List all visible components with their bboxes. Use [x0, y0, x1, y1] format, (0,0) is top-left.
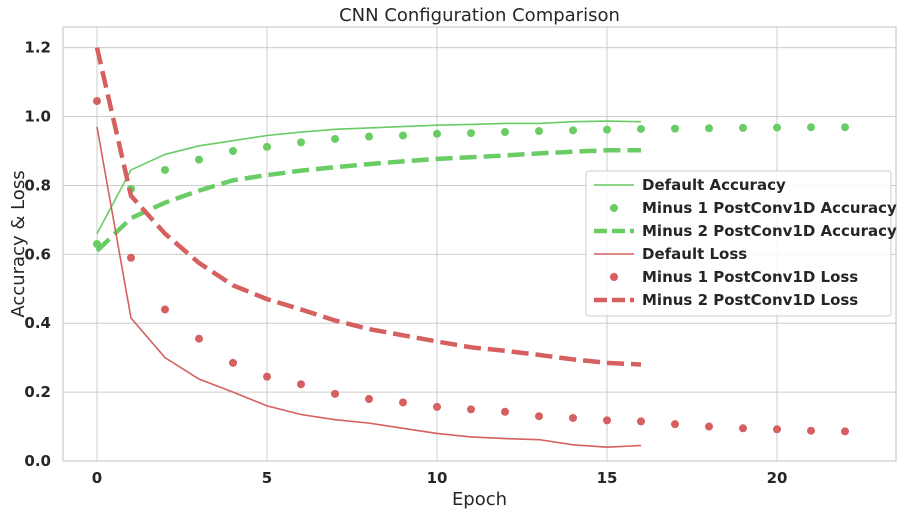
series-3 — [96, 126, 642, 449]
data-point — [637, 124, 645, 133]
data-point — [569, 413, 577, 422]
legend-marker — [610, 204, 618, 212]
data-point — [161, 305, 169, 314]
plot-frame — [62, 26, 897, 462]
legend-item: Minus 1 PostConv1D Loss — [610, 268, 858, 286]
legend-item: Minus 2 PostConv1D Loss — [594, 291, 858, 309]
legend-label: Minus 1 PostConv1D Loss — [642, 268, 858, 286]
y-tick-label: 0.4 — [24, 314, 51, 332]
legend-label: Minus 2 PostConv1D Loss — [642, 291, 858, 309]
tick-labels: 0 5 10 15 20 0.0 0.2 0.4 0.6 0.8 1.0 1.2 — [24, 39, 787, 487]
data-point — [195, 334, 203, 343]
data-point — [229, 358, 237, 367]
data-point — [297, 138, 305, 147]
data-point — [739, 424, 747, 433]
x-tick-label: 5 — [262, 469, 272, 487]
series-line — [94, 47, 642, 367]
x-tick-label: 10 — [427, 469, 448, 487]
legend-item: Minus 1 PostConv1D Accuracy — [610, 199, 897, 217]
x-tick-label: 15 — [597, 469, 618, 487]
data-point — [841, 427, 849, 436]
data-point — [807, 426, 815, 435]
data-point — [433, 402, 441, 411]
data-point — [161, 165, 169, 174]
legend-label: Default Loss — [642, 245, 747, 263]
chart-title: CNN Configuration Comparison — [339, 5, 620, 26]
data-point — [603, 416, 611, 425]
legend-marker — [610, 273, 618, 281]
legend-box — [585, 170, 892, 317]
data-point — [331, 134, 339, 143]
series-line — [96, 126, 642, 449]
series-5 — [94, 47, 642, 367]
data-point — [467, 405, 475, 414]
data-point — [705, 124, 713, 133]
series-line — [96, 120, 642, 235]
data-point — [365, 132, 373, 141]
data-point — [535, 127, 543, 136]
x-axis-label: Epoch — [452, 489, 507, 510]
legend-item: Default Loss — [594, 245, 747, 263]
series-layer — [93, 47, 849, 449]
data-point — [399, 131, 407, 140]
data-point — [195, 155, 203, 164]
y-tick-label: 0.0 — [24, 452, 51, 470]
data-point — [365, 395, 373, 403]
legend-label: Minus 1 PostConv1D Accuracy — [642, 199, 897, 217]
y-tick-label: 0.6 — [24, 245, 51, 263]
data-point — [705, 422, 713, 431]
data-point — [773, 425, 781, 434]
series-4 — [93, 97, 849, 436]
legend-item: Default Accuracy — [594, 176, 786, 194]
data-point — [433, 129, 441, 138]
data-point — [807, 123, 815, 132]
data-point — [263, 142, 271, 151]
y-axis-label: Accuracy & Loss — [8, 170, 29, 317]
data-point — [263, 372, 271, 381]
data-point — [501, 128, 509, 137]
data-point — [603, 125, 611, 134]
x-tick-label: 0 — [92, 469, 102, 487]
legend: Default Accuracy Minus 1 PostConv1D Accur… — [585, 170, 897, 317]
data-point — [467, 129, 475, 138]
series-line — [95, 148, 641, 253]
data-point — [739, 123, 747, 132]
x-tick-label: 20 — [767, 469, 788, 487]
data-point — [229, 147, 237, 155]
data-point — [535, 412, 543, 421]
data-point — [127, 253, 135, 262]
legend-label: Minus 2 PostConv1D Accuracy — [642, 222, 897, 240]
series-2 — [95, 148, 641, 253]
data-point — [637, 417, 645, 426]
y-tick-label: 1.2 — [24, 39, 51, 57]
data-point — [331, 389, 339, 398]
legend-item: Minus 2 PostConv1D Accuracy — [594, 222, 897, 240]
data-point — [399, 398, 407, 407]
y-tick-label: 0.8 — [24, 176, 51, 194]
data-point — [773, 123, 781, 132]
series-1 — [93, 123, 849, 248]
series-0 — [96, 120, 642, 235]
data-point — [501, 407, 509, 416]
data-point — [841, 123, 849, 132]
legend-label: Default Accuracy — [642, 176, 786, 194]
data-point — [671, 124, 679, 133]
data-point — [569, 126, 577, 135]
data-point — [93, 97, 101, 106]
y-tick-label: 0.2 — [24, 383, 51, 401]
y-tick-label: 1.0 — [24, 108, 51, 126]
data-point — [671, 420, 679, 429]
data-point — [297, 380, 305, 389]
